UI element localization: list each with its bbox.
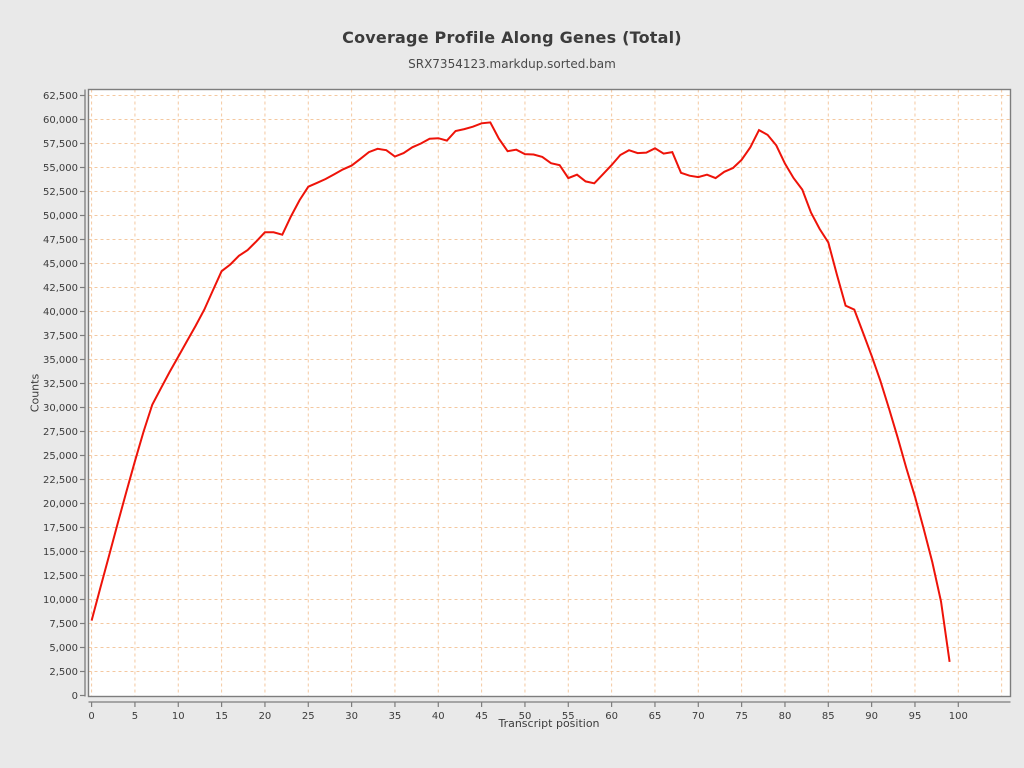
- y-tick-label: 15,000: [43, 547, 78, 558]
- chart-subtitle: SRX7354123.markdup.sorted.bam: [408, 57, 616, 71]
- y-tick-label: 22,500: [43, 475, 78, 486]
- coverage-line: [90, 121, 951, 663]
- y-tick-label: 47,500: [43, 235, 78, 246]
- x-tick-label: 100: [949, 711, 968, 722]
- y-tick-label: 32,500: [43, 379, 78, 390]
- y-tick-label: 37,500: [43, 331, 78, 342]
- y-tick-label: 60,000: [43, 115, 78, 126]
- y-tick-label: 52,500: [43, 187, 78, 198]
- y-tick-label: 7,500: [49, 619, 78, 630]
- x-tick-label: 0: [88, 711, 94, 722]
- x-tick-label: 25: [302, 711, 315, 722]
- y-tick-label: 5,000: [49, 643, 78, 654]
- y-tick-label: 30,000: [43, 403, 78, 414]
- y-tick-label: 12,500: [43, 571, 78, 582]
- y-tick-label: 20,000: [43, 499, 78, 510]
- x-tick-label: 45: [475, 711, 488, 722]
- x-tick-label: 35: [389, 711, 402, 722]
- y-tick-label: 50,000: [43, 211, 78, 222]
- x-tick-label: 55: [562, 711, 575, 722]
- x-axis-label: Transcript position: [498, 717, 600, 730]
- x-tick-label: 30: [345, 711, 358, 722]
- chart-title: Coverage Profile Along Genes (Total): [342, 28, 682, 47]
- y-tick-label: 35,000: [43, 355, 78, 366]
- x-tick-label: 65: [649, 711, 662, 722]
- y-tick-label: 17,500: [43, 523, 78, 534]
- x-tick-label: 90: [865, 711, 878, 722]
- y-tick-label: 42,500: [43, 283, 78, 294]
- y-tick-label: 27,500: [43, 427, 78, 438]
- x-tick-label: 75: [735, 711, 748, 722]
- plot-background: [88, 89, 1011, 697]
- x-tick-label: 40: [432, 711, 445, 722]
- y-tick-label: 0: [72, 691, 78, 702]
- plot-frame: [87, 88, 1012, 698]
- y-tick-label: 2,500: [49, 667, 78, 678]
- y-tick-label: 57,500: [43, 139, 78, 150]
- x-tick-label: 80: [779, 711, 792, 722]
- y-tick-label: 25,000: [43, 451, 78, 462]
- x-tick-label: 5: [132, 711, 138, 722]
- y-tick-label: 55,000: [43, 163, 78, 174]
- y-tick-label: 45,000: [43, 259, 78, 270]
- x-tick-label: 15: [215, 711, 228, 722]
- x-tick-label: 20: [259, 711, 272, 722]
- y-tick-label: 40,000: [43, 307, 78, 318]
- y-tick-label: 10,000: [43, 595, 78, 606]
- x-tick-label: 10: [172, 711, 185, 722]
- y-tick-label: 62,500: [43, 91, 78, 102]
- x-tick-label: 85: [822, 711, 835, 722]
- x-tick-label: 60: [605, 711, 618, 722]
- x-tick-label: 50: [519, 711, 532, 722]
- x-tick-label: 70: [692, 711, 705, 722]
- x-tick-label: 95: [909, 711, 922, 722]
- y-axis-label-text: Counts: [28, 373, 42, 413]
